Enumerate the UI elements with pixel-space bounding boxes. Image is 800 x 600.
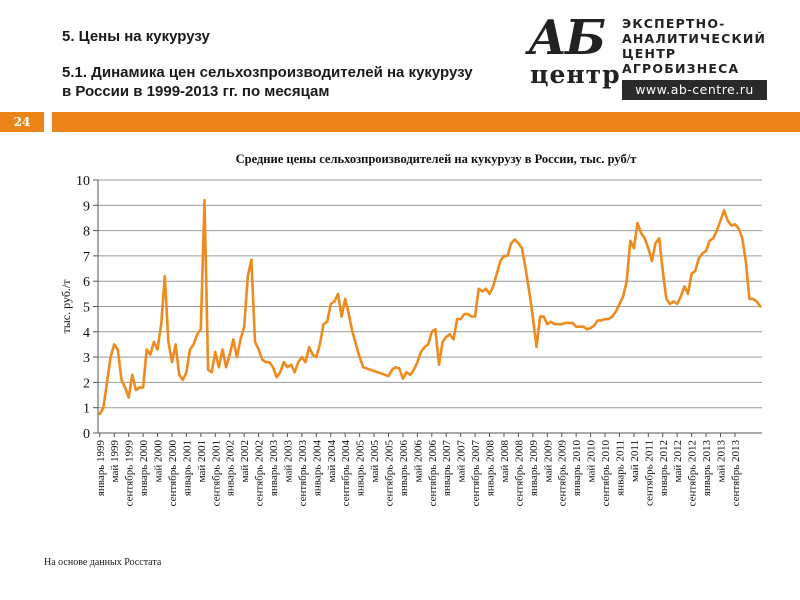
logo-line-3: ЦЕНТР	[622, 46, 677, 61]
x-tick-label: январь 2008	[485, 440, 497, 497]
x-tick-label: май 2006	[412, 440, 424, 483]
logo-mark: АБ центр	[524, 10, 620, 96]
x-tick-label: январь 2009	[528, 440, 540, 497]
x-tick-label: сентябрь 2001	[210, 440, 222, 506]
x-tick-label: сентябрь 2007	[470, 440, 482, 507]
chart-title: Средние цены сельхозпроизводителей на ку…	[236, 152, 637, 166]
x-tick-label: январь 1999	[95, 440, 107, 497]
logo-url: www.ab-centre.ru	[622, 80, 767, 100]
x-tick-label: январь 2004	[311, 440, 323, 497]
source-note: На основе данных Росстата	[44, 557, 162, 568]
x-tick-label: сентябрь 2003	[297, 440, 309, 507]
y-tick-label: 5	[83, 301, 90, 316]
x-tick-label: сентябрь 2011	[643, 440, 655, 506]
y-tick-label: 6	[83, 275, 90, 290]
price-series-line	[98, 198, 762, 416]
x-tick-label: сентябрь 2009	[557, 440, 569, 507]
logo-line-4: АГРОБИЗНЕСА	[622, 61, 740, 76]
y-tick-label: 0	[83, 427, 90, 442]
y-tick-label: 7	[83, 250, 90, 265]
slide-subtitle: 5.1. Динамика цен сельхозпроизводителей …	[62, 64, 473, 100]
x-tick-label: май 2001	[196, 440, 208, 482]
x-tick-label: май 2010	[586, 440, 598, 483]
x-tick-label: январь 2002	[225, 440, 237, 496]
section-title: 5. Цены на кукурузу	[62, 28, 210, 45]
x-tick-label: сентябрь 2012	[687, 440, 699, 506]
x-tick-label: январь 2013	[701, 440, 713, 497]
y-tick-label: 9	[83, 199, 90, 214]
orange-divider-bar	[52, 112, 800, 132]
x-tick-label: май 2004	[326, 440, 338, 483]
x-tick-label: январь 2005	[355, 440, 367, 497]
x-tick-label: май 2012	[672, 440, 684, 482]
x-tick-label: май 2000	[153, 440, 165, 483]
ab-centre-logo: АБ центр ЭКСПЕРТНО- АНАЛИТИЧЕСКИЙ ЦЕНТР …	[522, 10, 772, 104]
x-tick-label: январь 2001	[181, 440, 193, 496]
logo-line-2: АНАЛИТИЧЕСКИЙ	[622, 31, 767, 46]
x-tick-label: январь 2000	[138, 440, 150, 497]
y-tick-label: 1	[83, 402, 90, 417]
y-axis-label: тыс. руб./т	[59, 279, 73, 334]
x-tick-label: май 2003	[282, 440, 294, 483]
x-tick-label: май 2002	[239, 440, 251, 482]
y-tick-label: 10	[76, 174, 90, 189]
x-tick-label: май 2005	[369, 440, 381, 483]
x-tick-label: январь 2012	[658, 440, 670, 496]
y-tick-label: 8	[83, 225, 90, 240]
x-tick-label: январь 2007	[441, 440, 453, 497]
x-tick-label: сентябрь 1999	[124, 440, 136, 507]
x-tick-label: сентябрь 2000	[167, 440, 179, 507]
logo-text: ЭКСПЕРТНО- АНАЛИТИЧЕСКИЙ ЦЕНТР АГРОБИЗНЕ…	[622, 16, 766, 76]
x-tick-label: январь 2003	[268, 440, 280, 497]
x-tick-label: май 2009	[542, 440, 554, 483]
x-tick-label: январь 2006	[398, 440, 410, 497]
x-tick-label: май 2011	[629, 440, 641, 482]
x-tick-label: май 1999	[109, 440, 121, 483]
y-tick-label: 4	[83, 326, 90, 341]
x-tick-label: сентябрь 2006	[427, 440, 439, 507]
x-tick-label: январь 2011	[614, 440, 626, 496]
page-number: 24	[0, 112, 44, 132]
logo-centre-word: центр	[530, 60, 621, 89]
logo-line-1: ЭКСПЕРТНО-	[622, 16, 726, 31]
x-tick-label: сентябрь 2008	[513, 440, 525, 507]
logo-ab-letters: АБ	[528, 10, 606, 66]
x-tick-label: сентябрь 2010	[600, 440, 612, 507]
y-tick-label: 2	[83, 376, 90, 391]
x-tick-label: сентябрь 2004	[340, 440, 352, 507]
x-tick-label: сентябрь 2013	[730, 440, 742, 507]
x-tick-label: май 2007	[456, 440, 468, 483]
x-tick-label: сентябрь 2005	[384, 440, 396, 507]
x-tick-label: сентябрь 2002	[254, 440, 266, 506]
x-tick-label: май 2013	[716, 440, 728, 483]
x-tick-label: январь 2010	[571, 440, 583, 497]
y-tick-label: 3	[83, 351, 90, 366]
x-tick-label: май 2008	[499, 440, 511, 483]
